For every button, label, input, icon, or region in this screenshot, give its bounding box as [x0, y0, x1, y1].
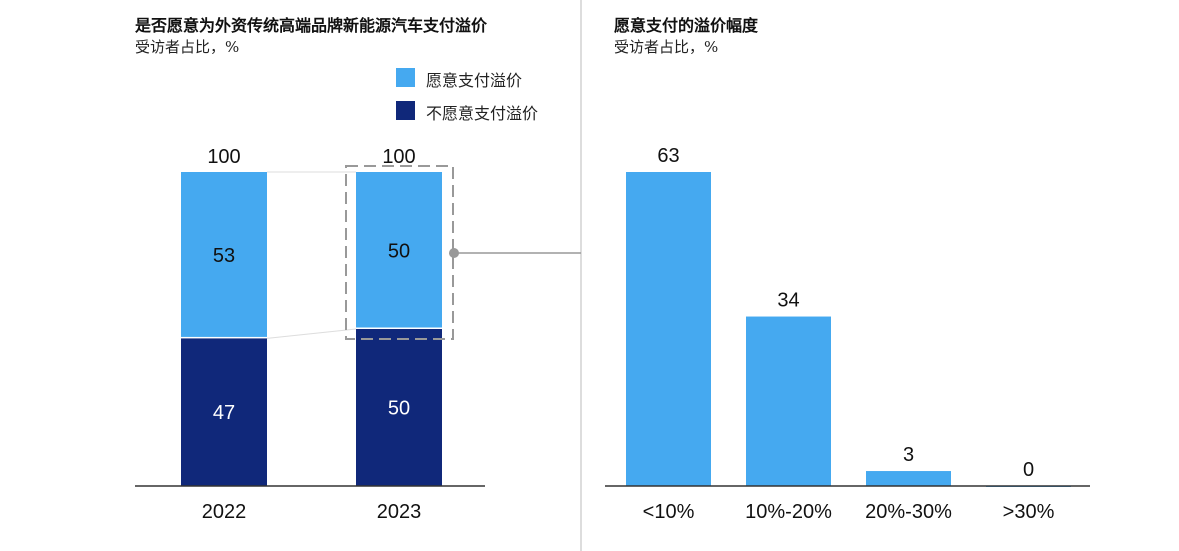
right-chart-title: 愿意支付的溢价幅度 [614, 16, 759, 35]
bar-<10% [626, 172, 711, 486]
label-total-2023: 100 [382, 146, 415, 168]
bar-unwilling-2023 [356, 329, 442, 486]
label-unwilling-2023: 50 [388, 398, 410, 420]
left-chart-title: 是否愿意为外资传统高端品牌新能源汽车支付溢价 [135, 16, 488, 35]
connector-mid [266, 328, 357, 339]
label-total-2022: 100 [207, 146, 240, 168]
right-chart-subtitle: 受访者占比，% [614, 38, 719, 56]
x-tick-20%-30%: 20%-30% [865, 501, 952, 523]
left-chart-subtitle: 受访者占比，% [135, 38, 240, 56]
x-tick-2023: 2023 [377, 501, 422, 523]
highlight-box [345, 165, 454, 340]
bar-willing-2023 [356, 172, 442, 328]
legend-swatch-unwilling [396, 101, 415, 120]
bar-unwilling-2022 [181, 338, 267, 486]
bar-willing-2022 [181, 172, 267, 337]
legend-label-unwilling: 不愿意支付溢价 [426, 104, 539, 123]
label-unwilling-2022: 47 [213, 402, 235, 424]
bar-20%-30% [866, 471, 951, 486]
bar-10%-20% [746, 316, 831, 486]
x-tick-10%-20%: 10%-20% [745, 501, 832, 523]
label-willing-2022: 53 [213, 245, 235, 267]
value-label-<10%: 63 [657, 145, 679, 167]
x-tick->30%: >30% [1003, 501, 1055, 523]
value-label-10%-20%: 34 [777, 290, 799, 312]
x-tick-2022: 2022 [202, 501, 247, 523]
callout-dot [449, 248, 459, 258]
x-tick-<10%: <10% [643, 501, 695, 523]
legend-swatch-willing [396, 68, 415, 87]
legend-label-willing: 愿意支付溢价 [426, 71, 523, 90]
value-label->30%: 0 [1023, 459, 1034, 481]
label-willing-2023: 50 [388, 241, 410, 263]
value-label-20%-30%: 3 [903, 444, 914, 466]
